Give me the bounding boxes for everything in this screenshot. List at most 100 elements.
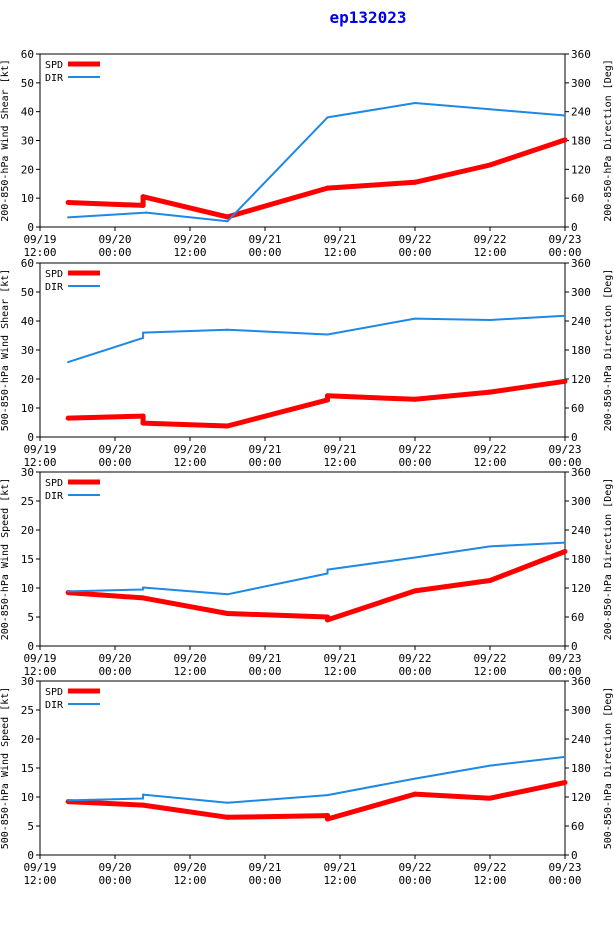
y-right-tick-label: 180 [571,762,591,775]
data-point-spd [325,816,330,822]
x-tick-label-time: 00:00 [248,874,281,887]
x-tick-label-time: 12:00 [173,456,206,469]
plot-frame [39,53,566,228]
data-point-spd [487,577,493,583]
data-point-dir [414,777,416,780]
data-point-dir [326,333,329,336]
y-axis-title-right: 200-850-hPa Direction [Deg] [603,59,614,222]
x-tick-label-time: 12:00 [473,246,506,259]
data-point-dir [145,211,148,214]
x-tick-label-time: 12:00 [323,456,356,469]
x-tick-label-date: 09/21 [323,652,356,665]
x-tick-label-time: 00:00 [98,246,131,259]
y-axis-title-left: 200-850-hPa Wind Speed [kt] [0,478,11,641]
legend-label-dir: DIR [45,491,64,502]
plot-frame [39,680,566,856]
series-line-spd [67,549,566,623]
x-tick-label-date: 09/20 [98,652,131,665]
data-point-dir [67,216,70,219]
data-point-dir [489,319,491,322]
y-right-tick-label: 120 [571,791,591,804]
legend-label-dir: DIR [45,282,64,293]
data-point-spd [140,194,146,200]
data-point-dir [142,793,145,796]
x-tick-label-time: 12:00 [23,246,56,259]
data-point-spd [140,202,146,208]
series-line-spd [67,780,566,822]
x-tick-label-date: 09/19 [23,443,56,456]
y-left-tick-label: 40 [21,106,34,119]
x-tick-label-date: 09/22 [473,443,506,456]
x-tick-label-time: 12:00 [23,665,56,678]
data-point-spd [412,179,418,185]
data-point-dir [326,572,329,575]
x-tick-label-date: 09/23 [548,443,581,456]
y-right-tick-label: 0 [571,849,578,862]
y-right-tick-label: 300 [571,495,591,508]
data-point-spd [140,802,146,808]
y-right-tick-label: 360 [571,675,591,688]
data-point-spd [65,199,71,205]
y-right-tick-label: 180 [571,135,591,148]
data-point-spd [412,396,418,402]
data-point-spd [412,588,418,594]
x-tick-label-time: 12:00 [23,456,56,469]
y-right-tick-label: 240 [571,315,591,328]
legend-label-dir: DIR [45,73,64,84]
chart-panel-2: 010203040506006012018024030036009/1912:0… [0,257,614,469]
x-tick-label-date: 09/22 [398,233,431,246]
data-point-dir [142,586,145,589]
series-line-dir [68,541,566,596]
x-tick-label-date: 09/21 [323,233,356,246]
y-right-tick-label: 240 [571,106,591,119]
y-axis-title-left: 500-850-hPa Wind Shear [kt] [0,269,11,432]
x-tick-label-time: 00:00 [248,246,281,259]
y-left-tick-label: 10 [21,791,34,804]
x-tick-label-date: 09/21 [323,443,356,456]
data-point-spd [325,393,330,399]
data-point-spd [225,423,230,429]
x-tick-label-time: 12:00 [323,874,356,887]
data-point-dir [142,588,145,591]
x-tick-label-date: 09/23 [548,861,581,874]
x-tick-label-date: 09/22 [398,443,431,456]
data-point-spd [140,413,146,419]
data-point-spd [325,617,330,623]
data-point-dir [142,331,145,334]
y-left-tick-label: 0 [27,431,34,444]
y-left-tick-label: 30 [21,135,34,148]
data-point-dir [414,317,416,320]
data-point-dir [226,801,229,804]
y-right-tick-label: 300 [571,77,591,90]
y-right-tick-label: 360 [571,48,591,61]
data-point-spd [325,185,330,191]
data-point-spd [325,813,330,819]
data-point-dir [564,114,566,117]
data-point-dir [67,361,70,364]
y-right-tick-label: 0 [571,221,578,234]
y-left-tick-label: 50 [21,77,34,90]
x-tick-label-date: 09/22 [473,861,506,874]
x-tick-label-date: 09/20 [173,443,206,456]
data-point-dir [489,545,491,548]
y-axis-title-right: 200-850-hPa Direction [Deg] [603,478,614,641]
x-tick-label-date: 09/22 [473,652,506,665]
data-point-spd [487,795,493,801]
data-point-dir [142,797,145,800]
legend-label-spd: SPD [45,478,63,489]
y-right-tick-label: 120 [571,163,591,176]
x-tick-label-time: 12:00 [173,874,206,887]
x-tick-label-date: 09/19 [23,652,56,665]
x-tick-label-date: 09/21 [323,861,356,874]
data-point-dir [142,336,145,339]
x-tick-label-date: 09/20 [98,443,131,456]
x-tick-label-date: 09/20 [173,652,206,665]
y-right-tick-label: 0 [571,640,578,653]
data-point-dir [489,108,491,111]
x-tick-label-time: 00:00 [398,874,431,887]
y-left-tick-label: 60 [21,257,34,270]
data-point-dir [564,541,566,544]
y-right-tick-label: 60 [571,192,584,205]
x-tick-label-time: 00:00 [548,665,581,678]
